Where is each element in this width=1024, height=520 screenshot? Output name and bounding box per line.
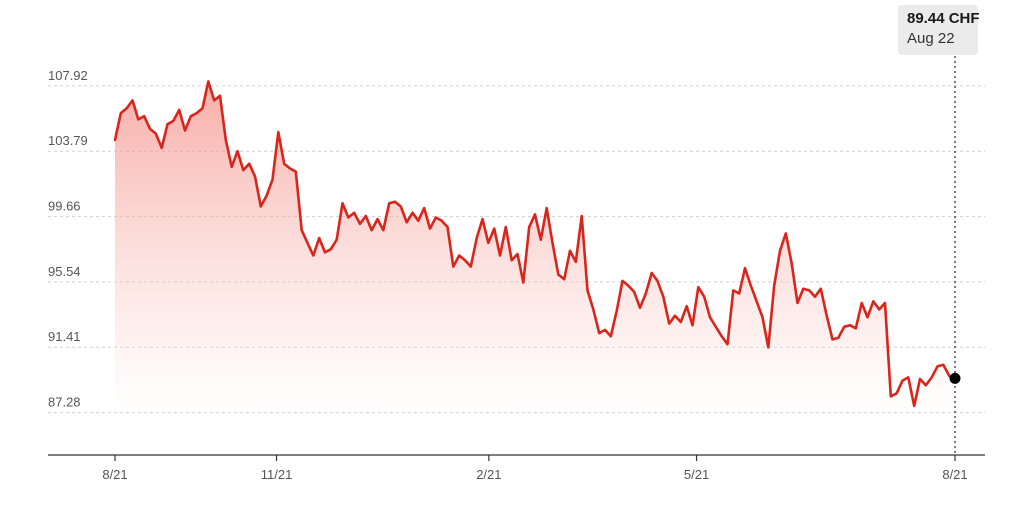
tooltip-value: 89.44 CHF xyxy=(907,10,980,27)
x-axis-ticks: 8/21 11/21 2/21 5/21 8/21 xyxy=(102,455,968,482)
y-axis-labels: 87.28 91.41 95.54 99.66 103.79 107.92 xyxy=(48,68,88,410)
x-tick-label: 5/21 xyxy=(684,467,709,482)
y-tick-label: 107.92 xyxy=(48,68,88,83)
price-line xyxy=(113,80,957,408)
x-tick-label: 8/21 xyxy=(942,467,967,482)
x-tick-label: 2/21 xyxy=(476,467,501,482)
price-area xyxy=(115,81,955,446)
y-tick-label: 95.54 xyxy=(48,264,81,279)
x-tick-label: 8/21 xyxy=(102,467,127,482)
y-tick-label: 103.79 xyxy=(48,133,88,148)
x-tick-label: 11/21 xyxy=(261,467,293,482)
y-tick-label: 91.41 xyxy=(48,329,81,344)
price-tooltip: 89.44 CHF Aug 22 xyxy=(898,5,980,55)
hover-marker[interactable] xyxy=(949,372,961,384)
y-tick-label: 87.28 xyxy=(48,395,81,410)
tooltip-date: Aug 22 xyxy=(907,30,955,47)
y-tick-label: 99.66 xyxy=(48,199,81,214)
